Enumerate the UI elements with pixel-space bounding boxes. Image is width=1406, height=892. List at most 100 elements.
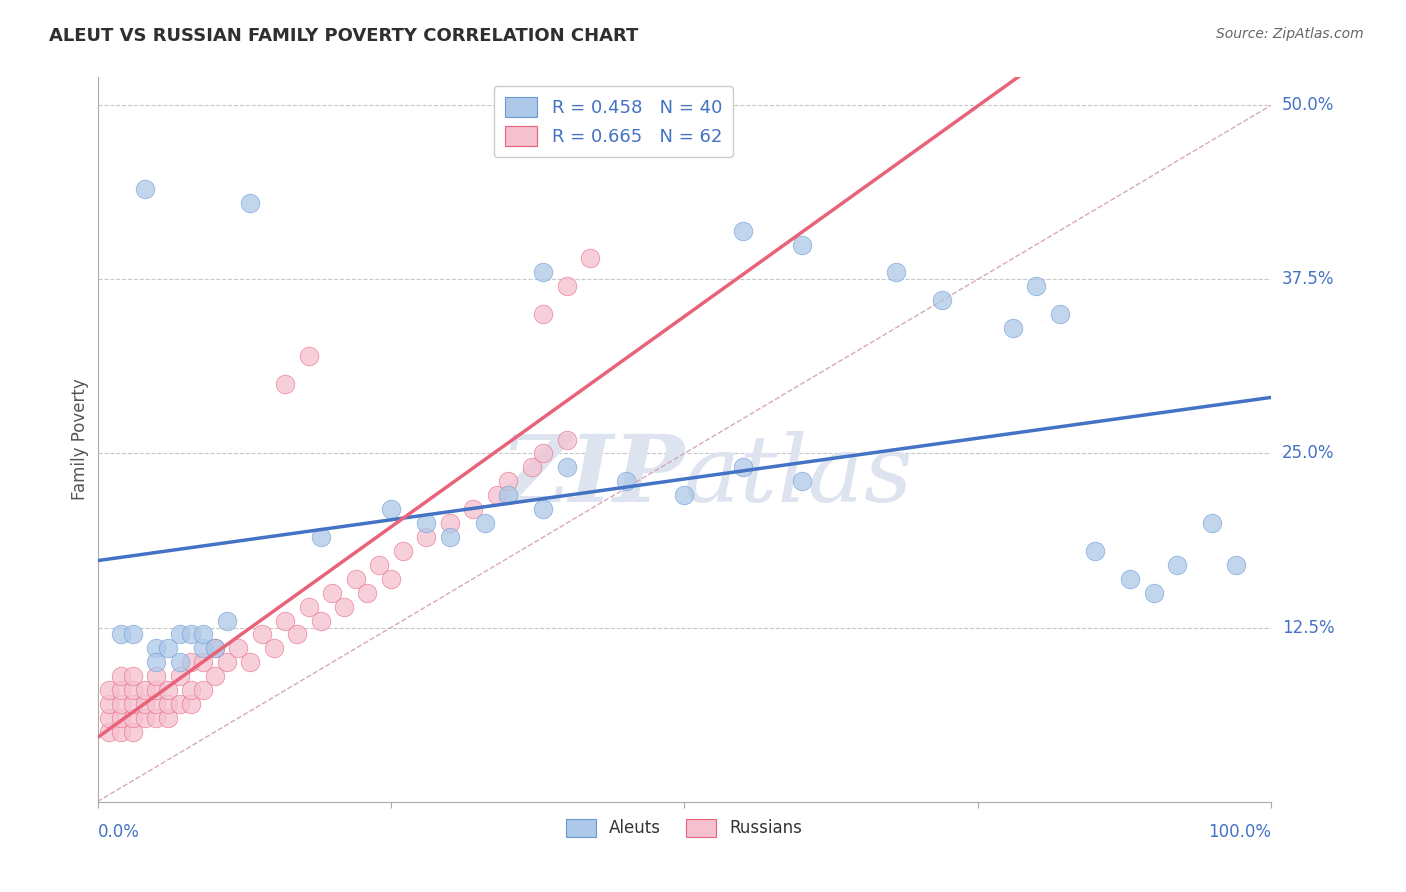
Point [169, 697, 191, 711]
Point [1166, 558, 1188, 572]
Point [731, 460, 754, 475]
Point [121, 669, 143, 683]
Point [884, 265, 907, 279]
Point [110, 669, 132, 683]
Point [110, 683, 132, 698]
Point [415, 530, 437, 544]
Point [156, 697, 179, 711]
Point [1001, 321, 1024, 335]
Text: 100.0%: 100.0% [1208, 823, 1271, 841]
Point [461, 502, 484, 516]
Point [285, 627, 308, 641]
Point [180, 627, 202, 641]
Point [1225, 558, 1247, 572]
Point [1025, 279, 1047, 293]
Point [391, 544, 413, 558]
Point [121, 697, 143, 711]
Point [790, 237, 813, 252]
Point [98, 711, 121, 725]
Point [1201, 516, 1223, 530]
Point [309, 614, 332, 628]
Point [380, 572, 402, 586]
Point [204, 641, 226, 656]
Text: 37.5%: 37.5% [1282, 270, 1334, 288]
Point [439, 530, 461, 544]
Point [344, 572, 367, 586]
Point [498, 475, 520, 489]
Point [533, 502, 555, 516]
Point [356, 585, 378, 599]
Point [380, 502, 402, 516]
Point [98, 683, 121, 698]
Point [121, 683, 143, 698]
Point [134, 683, 156, 698]
Point [239, 656, 262, 670]
Point [145, 697, 167, 711]
Y-axis label: Family Poverty: Family Poverty [72, 378, 89, 500]
Point [474, 516, 496, 530]
Point [134, 697, 156, 711]
Point [169, 627, 191, 641]
Point [156, 711, 179, 725]
Point [145, 683, 167, 698]
Point [274, 376, 297, 391]
Point [98, 725, 121, 739]
Point [180, 683, 202, 698]
Point [156, 641, 179, 656]
Point [110, 697, 132, 711]
Point [533, 265, 555, 279]
Point [180, 656, 202, 670]
Point [1143, 585, 1166, 599]
Legend: Aleuts, Russians: Aleuts, Russians [560, 812, 810, 844]
Point [415, 516, 437, 530]
Point [931, 293, 953, 308]
Point [1119, 572, 1142, 586]
Point [239, 195, 262, 210]
Point [250, 627, 273, 641]
Point [193, 627, 215, 641]
Point [145, 669, 167, 683]
Point [614, 475, 637, 489]
Point [110, 627, 132, 641]
Point [439, 516, 461, 530]
Point [110, 725, 132, 739]
Text: 0.0%: 0.0% [97, 823, 139, 841]
Point [498, 488, 520, 502]
Point [485, 488, 508, 502]
Point [134, 711, 156, 725]
Point [215, 656, 238, 670]
Point [204, 641, 226, 656]
Point [193, 656, 215, 670]
Point [333, 599, 356, 614]
Point [579, 252, 602, 266]
Text: 50.0%: 50.0% [1282, 96, 1334, 114]
Point [368, 558, 391, 572]
Point [274, 614, 297, 628]
Point [145, 711, 167, 725]
Point [180, 697, 202, 711]
Point [110, 711, 132, 725]
Text: Source: ZipAtlas.com: Source: ZipAtlas.com [1216, 27, 1364, 41]
Point [121, 711, 143, 725]
Point [169, 656, 191, 670]
Point [228, 641, 250, 656]
Point [193, 641, 215, 656]
Point [169, 669, 191, 683]
Text: ZIP: ZIP [501, 431, 685, 521]
Point [533, 446, 555, 460]
Text: ALEUT VS RUSSIAN FAMILY POVERTY CORRELATION CHART: ALEUT VS RUSSIAN FAMILY POVERTY CORRELAT… [49, 27, 638, 45]
Point [298, 349, 321, 363]
Point [145, 656, 167, 670]
Point [298, 599, 321, 614]
Point [731, 224, 754, 238]
Point [673, 488, 696, 502]
Point [134, 182, 156, 196]
Point [215, 614, 238, 628]
Point [321, 585, 343, 599]
Point [145, 641, 167, 656]
Text: atlas: atlas [685, 431, 914, 521]
Point [520, 460, 543, 475]
Point [555, 279, 578, 293]
Point [204, 669, 226, 683]
Point [555, 460, 578, 475]
